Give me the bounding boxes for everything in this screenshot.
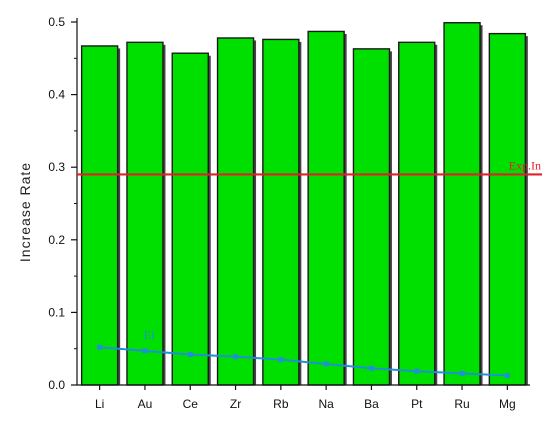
x-tick-label: Rb [273, 397, 289, 411]
ei-point [459, 370, 465, 376]
axes-layer [76, 18, 530, 386]
x-tick-label: Pt [411, 397, 423, 411]
ei-point [278, 357, 284, 363]
y-tick-label: 0.4 [48, 88, 65, 102]
x-ticks: Li Au Ce Zr Rb Na Ba Pt Ru Mg [95, 385, 516, 411]
ei-point [187, 352, 193, 358]
y-tick-label: 0.0 [48, 378, 65, 392]
bars-layer [80, 22, 528, 386]
x-tick-label: Ru [454, 397, 469, 411]
bar-au [126, 41, 164, 386]
x-tick-label: Ba [364, 397, 379, 411]
bar-mg [488, 32, 527, 386]
line-series-layer: EI [97, 328, 510, 379]
bar-pt [398, 41, 436, 386]
ei-series-label: EI [144, 328, 155, 342]
ei-point [142, 348, 148, 354]
x-tick-label: Au [138, 397, 153, 411]
ei-point [504, 373, 510, 379]
reference-lines: Exp.In [77, 158, 542, 176]
x-tick-label: Ce [183, 397, 199, 411]
x-tick-label: Li [95, 397, 104, 411]
ei-point [368, 365, 374, 371]
bar-ba [352, 48, 391, 386]
x-tick-label: Zr [230, 397, 241, 411]
ei-series-line [99, 346, 508, 377]
bar-zr [216, 37, 255, 386]
bar-ru [443, 22, 481, 386]
y-tick-label: 0.3 [48, 160, 65, 174]
ei-point [233, 354, 239, 360]
y-tick-label: 0.5 [48, 15, 65, 29]
ei-point [323, 361, 329, 367]
y-tick-label: 0.1 [48, 305, 65, 319]
y-tick-label: 0.2 [48, 233, 65, 247]
x-tick-label: Na [318, 397, 334, 411]
ei-point [97, 344, 103, 350]
bar-na [307, 30, 345, 386]
x-tick-label: Mg [499, 397, 516, 411]
reference-line-label: Exp.In [509, 158, 541, 172]
bar-li [80, 45, 119, 386]
bar-rb [262, 38, 300, 386]
y-axis-label: Increase Rate [17, 162, 33, 262]
bar-ce [171, 52, 209, 386]
y-ticks: 0.0 0.1 0.2 0.3 0.4 0.5 [48, 15, 77, 392]
ei-point [414, 368, 420, 374]
